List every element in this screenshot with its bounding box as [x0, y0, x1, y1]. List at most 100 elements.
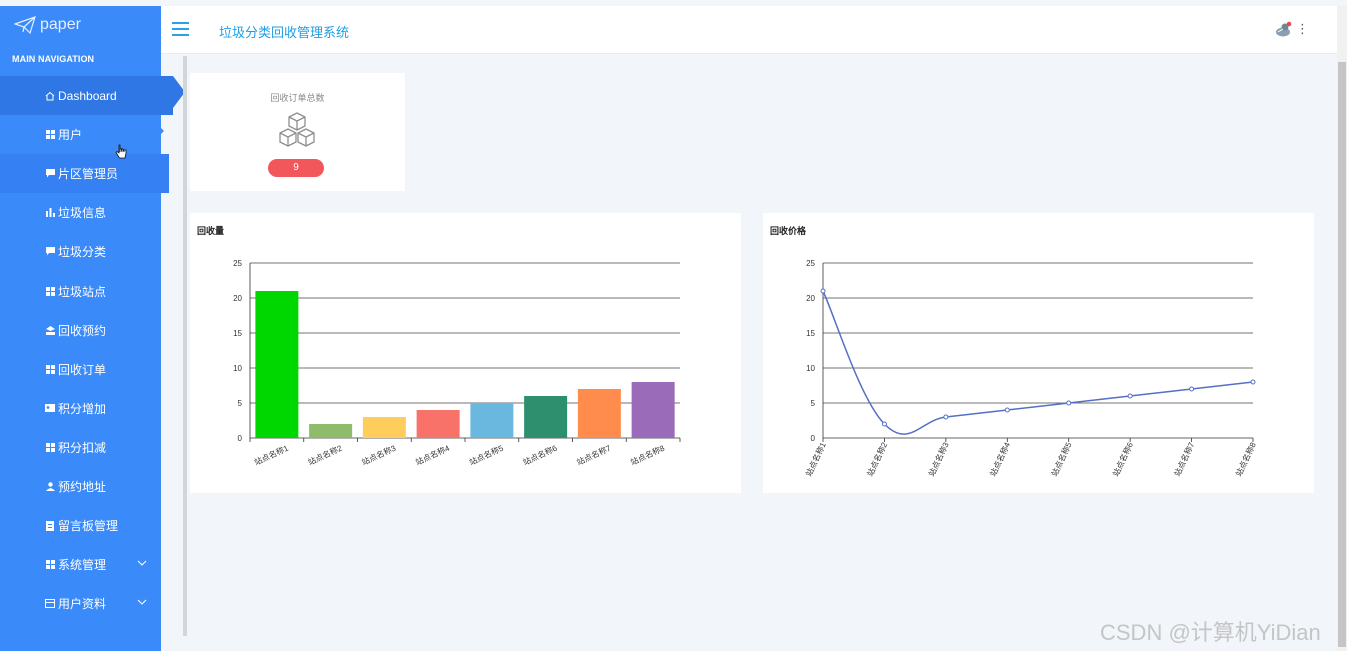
- x-tick-label: 站点名称5: [1049, 440, 1074, 478]
- sidebar: paper MAIN NAVIGATION Dashboard 用户 片区管理员: [0, 6, 185, 651]
- logo[interactable]: paper: [14, 16, 81, 34]
- x-tick-label: 站点名称8: [629, 443, 667, 468]
- sidebar-item-message-board[interactable]: 留言板管理: [0, 506, 161, 545]
- sidebar-item-booking-address[interactable]: 预约地址: [0, 467, 161, 506]
- x-tick-label: 站点名称4: [988, 440, 1013, 478]
- bar-icon: [45, 208, 55, 218]
- sidebar-item-label: 垃圾站点: [58, 284, 107, 299]
- order-total-card: 回收订单总数 9: [190, 73, 405, 191]
- y-tick-label: 0: [811, 434, 816, 443]
- x-tick-label: 站点名称3: [360, 443, 398, 468]
- data-point: [1250, 379, 1256, 385]
- cubes-icon: [278, 111, 316, 154]
- sidebar-item-points-deduct[interactable]: 积分扣减: [0, 428, 161, 467]
- data-point: [1127, 393, 1133, 399]
- x-tick-label: 站点名称8: [1233, 440, 1258, 478]
- grid-icon: [45, 560, 55, 570]
- paper-plane-icon: [14, 16, 36, 34]
- grid-icon: [45, 364, 55, 374]
- sidebar-item-label: 用户资料: [58, 597, 107, 612]
- line-chart: 0 5 10 15 20 25 站点名称1 站点名称2 站点名称3 站点名称4 站点名称5 站点名称6…: [803, 259, 1258, 478]
- sidebar-item-recycle-booking[interactable]: 回收预约: [0, 311, 161, 350]
- recycle-price-chart-card: 回收价格 0 5 10 15 20 25 站点名称1 站点名称2 站点名称3 站点名称4 站点名称5…: [763, 213, 1314, 493]
- avatar[interactable]: [1275, 20, 1293, 38]
- data-point: [1066, 400, 1072, 406]
- comment-icon: [45, 169, 55, 179]
- home-icon: [45, 91, 55, 101]
- main-navigation-label: MAIN NAVIGATION: [12, 54, 95, 64]
- stat-value-badge: 9: [268, 159, 324, 177]
- sidebar-item-users[interactable]: 用户: [0, 115, 161, 154]
- sidebar-item-district-admin[interactable]: 片区管理员: [0, 154, 169, 194]
- y-tick-label: 0: [238, 434, 243, 443]
- app-title: 垃圾分类回收管理系统: [219, 25, 350, 40]
- sidebar-item-system[interactable]: 系统管理: [0, 545, 161, 584]
- sidebar-item-label: 片区管理员: [58, 167, 119, 182]
- chart-title: 回收量: [197, 226, 225, 236]
- sidebar-item-label: 垃圾信息: [58, 206, 107, 221]
- y-tick-label: 25: [233, 259, 242, 268]
- bar: [309, 424, 353, 438]
- stat-title: 回收订单总数: [270, 93, 325, 103]
- sidebar-item-label: 留言板管理: [58, 519, 119, 534]
- more-options-icon[interactable]: ⋮: [1296, 21, 1309, 36]
- comment-icon: [45, 247, 55, 257]
- sidebar-item-label: Dashboard: [58, 88, 117, 103]
- watermark: CSDN @计算机YiDian: [1100, 620, 1321, 645]
- page-scrollbar-thumb[interactable]: [1338, 62, 1346, 647]
- y-tick-label: 25: [806, 259, 815, 268]
- sidebar-item-dashboard[interactable]: Dashboard: [0, 76, 185, 116]
- recycle-volume-chart-card: 回收量 0 5 10 15 20 25 站点名称1 站点名称2 站点名称3 站点名称4 站点名称5 站…: [190, 213, 741, 493]
- y-tick-label: 15: [806, 329, 815, 338]
- sidebar-item-points-add[interactable]: 积分增加: [0, 389, 161, 428]
- bar: [524, 396, 568, 438]
- y-tick-label: 5: [238, 399, 243, 408]
- grid-icon: [45, 442, 55, 452]
- sidebar-scrollbar[interactable]: [183, 56, 187, 636]
- sidebar-item-label: 用户: [58, 128, 83, 143]
- bar: [631, 382, 675, 438]
- submenu-pointer: [158, 125, 164, 137]
- chevron-down-icon: [137, 597, 147, 608]
- sidebar-item-label: 积分扣减: [58, 440, 107, 455]
- sidebar-item-user-profile[interactable]: 用户资料: [0, 584, 161, 623]
- sidebar-item-label: 系统管理: [58, 558, 107, 573]
- top-header: 垃圾分类回收管理系统 ⋮: [161, 6, 1337, 54]
- logo-text: paper: [40, 16, 81, 33]
- mouse-cursor-icon: [115, 144, 127, 163]
- y-tick-label: 10: [233, 364, 242, 373]
- sidebar-item-recycle-order[interactable]: 回收订单: [0, 350, 161, 389]
- x-tick-label: 站点名称2: [865, 440, 890, 478]
- data-point: [943, 414, 949, 420]
- bar: [470, 403, 514, 438]
- x-tick-label: 站点名称6: [1110, 440, 1135, 478]
- x-tick-label: 站点名称1: [803, 440, 828, 478]
- sidebar-item-garbage-info[interactable]: 垃圾信息: [0, 193, 161, 232]
- sidebar-item-label: 积分增加: [58, 401, 107, 416]
- x-tick-label: 站点名称7: [575, 443, 613, 468]
- chart-title: 回收价格: [770, 226, 807, 236]
- card-icon: [45, 599, 55, 609]
- y-tick-label: 10: [806, 364, 815, 373]
- menu-toggle-icon[interactable]: [172, 22, 189, 36]
- data-point: [881, 421, 887, 427]
- user-icon: [45, 481, 55, 491]
- doc-icon: [45, 520, 55, 531]
- sidebar-item-garbage-station[interactable]: 垃圾站点: [0, 271, 161, 310]
- id-card-icon: [45, 403, 55, 413]
- sidebar-item-label: 回收订单: [58, 362, 107, 377]
- main-nav: Dashboard 用户 片区管理员 垃圾信息 垃圾分类: [0, 76, 185, 623]
- bar: [255, 291, 299, 438]
- bar: [416, 410, 460, 438]
- bar: [362, 417, 406, 438]
- y-tick-label: 20: [806, 294, 815, 303]
- chevron-down-icon: [137, 558, 147, 569]
- sidebar-item-garbage-category[interactable]: 垃圾分类: [0, 232, 161, 271]
- data-point: [820, 288, 826, 294]
- x-tick-label: 站点名称4: [414, 443, 452, 468]
- bar-chart: 0 5 10 15 20 25 站点名称1 站点名称2 站点名称3 站点名称4 站点名称5 站点名称6…: [233, 259, 681, 468]
- data-point: [1004, 407, 1010, 413]
- y-tick-label: 5: [811, 399, 816, 408]
- sidebar-item-label: 垃圾分类: [58, 245, 107, 260]
- y-tick-label: 15: [233, 329, 242, 338]
